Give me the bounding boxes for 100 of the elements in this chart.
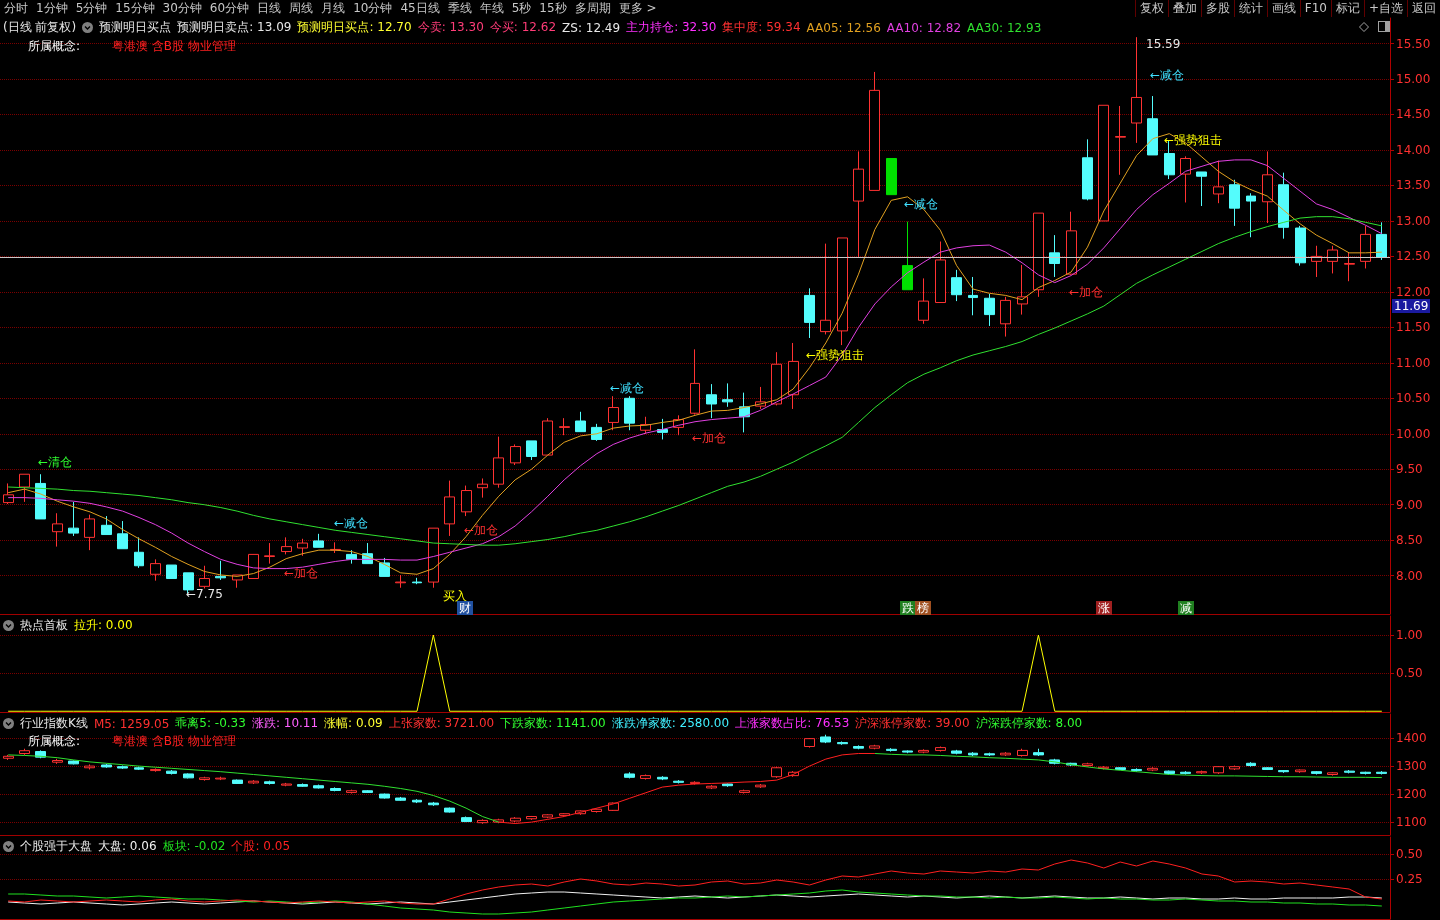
chart-subtitle: 预测明日买点 预测明日卖点: 13.09 预测明日买点: 12.70 今卖: 13.30 今买: 12.62 ZS: 12.49 主力持仓: 32.30 集中度: 59.34 bbox=[99, 19, 801, 36]
text: 拉升: 0.00 bbox=[74, 617, 133, 634]
annotation: ←清仓 bbox=[38, 455, 73, 469]
candlestick bbox=[134, 766, 144, 771]
candlestick bbox=[706, 784, 717, 790]
y-tick-label: 15.00 bbox=[1396, 72, 1431, 87]
text: 标记 bbox=[1330, 0, 1364, 17]
text: 年线 bbox=[478, 0, 505, 17]
y-tick-label: 14.50 bbox=[1396, 107, 1431, 122]
candlestick bbox=[820, 734, 831, 744]
candlestick bbox=[542, 417, 553, 456]
text: AA10: 12.82 bbox=[886, 20, 962, 35]
candlestick bbox=[84, 763, 95, 770]
annotation: ←加仓 bbox=[284, 566, 319, 580]
candlestick bbox=[771, 351, 782, 406]
text: AA05: 12.56 bbox=[806, 20, 881, 35]
candlestick bbox=[1376, 221, 1387, 261]
candlestick bbox=[739, 789, 750, 795]
text: 15分钟 bbox=[114, 0, 156, 17]
y-tick-label: 1.00 bbox=[1396, 628, 1423, 643]
candlestick bbox=[1376, 770, 1387, 775]
text: 11.69 bbox=[1392, 299, 1431, 313]
candlestick bbox=[84, 514, 95, 551]
text: F10 bbox=[1299, 0, 1331, 17]
y-tick-label: 1200 bbox=[1396, 787, 1427, 802]
candlestick bbox=[101, 515, 112, 536]
candlestick bbox=[804, 737, 815, 749]
annotation: ←加仓 bbox=[692, 431, 727, 445]
candlestick bbox=[869, 744, 880, 750]
candlestick bbox=[68, 760, 79, 765]
candlestick bbox=[1229, 765, 1240, 771]
candlestick bbox=[183, 772, 194, 779]
candlestick bbox=[1049, 234, 1060, 278]
candlestick bbox=[640, 774, 651, 781]
candlestick bbox=[1082, 762, 1093, 768]
candlestick bbox=[624, 771, 635, 779]
candlestick bbox=[837, 237, 848, 346]
candlestick bbox=[788, 342, 799, 410]
candlestick bbox=[248, 779, 259, 785]
text: +自选 bbox=[1363, 0, 1407, 17]
candlestick bbox=[968, 751, 978, 757]
annotation: 减 bbox=[1178, 601, 1194, 615]
y-tick-label: 10.50 bbox=[1396, 391, 1431, 406]
candlestick bbox=[1196, 171, 1207, 207]
text: 复权 bbox=[1134, 0, 1168, 17]
candlestick bbox=[477, 818, 488, 825]
candlestick bbox=[1360, 225, 1371, 269]
candlestick bbox=[886, 157, 897, 196]
text: 45日线 bbox=[399, 0, 441, 17]
candlestick bbox=[215, 560, 226, 581]
text: 季线 bbox=[446, 0, 473, 17]
text: AA30: 12.93 bbox=[967, 20, 1042, 35]
chart-title: (日线 前复权) bbox=[3, 19, 77, 36]
candlestick bbox=[510, 816, 521, 823]
candlestick bbox=[297, 538, 308, 557]
y-tick-label: 10.00 bbox=[1396, 426, 1431, 441]
candlestick bbox=[755, 783, 766, 789]
candlestick bbox=[117, 520, 128, 550]
y-tick-label: 0.50 bbox=[1396, 666, 1423, 681]
candlestick bbox=[477, 477, 488, 499]
line-series bbox=[7, 216, 1383, 546]
candlestick bbox=[886, 747, 897, 753]
candlestick bbox=[542, 813, 553, 819]
y-tick-label: 1400 bbox=[1396, 731, 1427, 746]
candlestick bbox=[559, 417, 570, 436]
y-tick-label: 9.00 bbox=[1396, 497, 1423, 512]
candlestick bbox=[19, 748, 30, 756]
annotation: 买入 bbox=[443, 589, 467, 603]
candlestick bbox=[1196, 770, 1207, 775]
text: 更多 > bbox=[617, 0, 658, 17]
annotation: 15.59 bbox=[1146, 37, 1181, 51]
annotation: 财 bbox=[457, 601, 473, 615]
candlestick bbox=[951, 749, 962, 755]
text: 月线 bbox=[320, 0, 347, 17]
candlestick bbox=[52, 512, 63, 548]
candlestick bbox=[1311, 770, 1322, 775]
annotation: 跌 bbox=[900, 601, 916, 615]
candlestick bbox=[1262, 150, 1273, 224]
annotation: ←减仓 bbox=[334, 516, 369, 530]
candlestick bbox=[951, 269, 962, 302]
annotation: ←减仓 bbox=[1150, 68, 1185, 82]
line-series bbox=[7, 859, 1383, 905]
candlestick bbox=[1180, 155, 1191, 203]
candlestick bbox=[935, 241, 946, 304]
candlestick bbox=[608, 395, 619, 431]
text: 多股 bbox=[1200, 0, 1234, 17]
candlestick bbox=[918, 748, 929, 754]
candlestick bbox=[215, 776, 226, 781]
y-tick-label: 0.50 bbox=[1396, 847, 1423, 861]
chart-title: 行业指数K线 bbox=[20, 715, 88, 732]
candlestick bbox=[1278, 172, 1289, 240]
candlestick bbox=[722, 382, 733, 408]
text: 10分钟 bbox=[352, 0, 394, 17]
annotation: 所属概念: bbox=[28, 734, 81, 748]
candlestick bbox=[52, 758, 63, 765]
candlestick bbox=[101, 763, 112, 769]
candlestick bbox=[1131, 36, 1142, 144]
candlestick bbox=[395, 574, 406, 589]
candlestick bbox=[1164, 770, 1175, 775]
candlestick bbox=[624, 395, 635, 431]
